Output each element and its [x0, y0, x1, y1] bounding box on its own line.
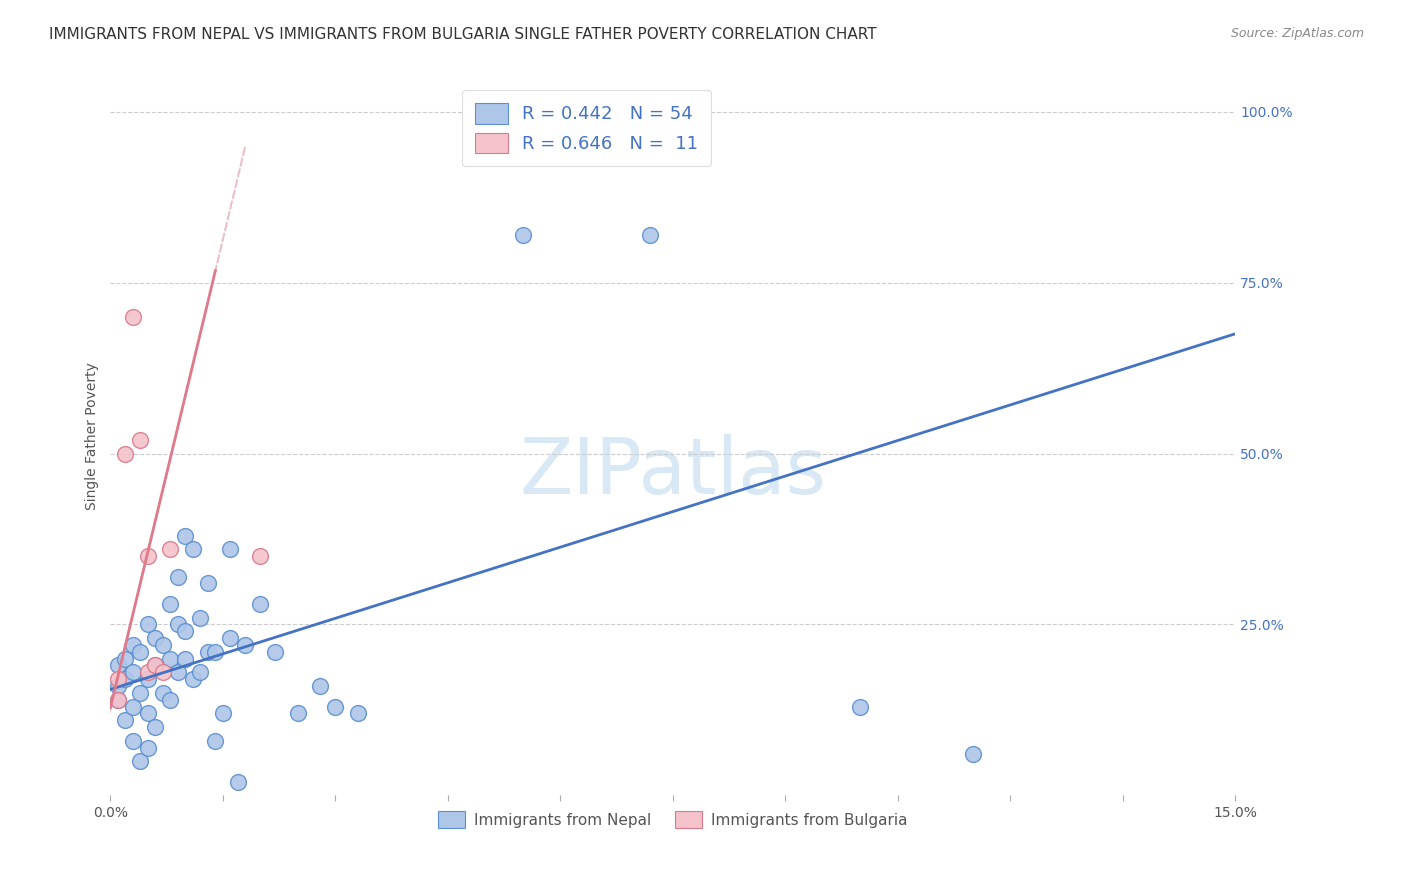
Point: [197, 576, 219, 591]
Point: [235, 638, 257, 652]
Point: [129, 686, 152, 700]
Point: [159, 597, 181, 611]
Point: [167, 617, 190, 632]
Point: [107, 658, 129, 673]
Point: [159, 651, 181, 665]
Point: [136, 740, 159, 755]
Point: [122, 733, 145, 747]
Legend: Immigrants from Nepal, Immigrants from Bulgaria: Immigrants from Nepal, Immigrants from B…: [432, 805, 914, 834]
Point: [264, 645, 287, 659]
Point: [347, 706, 370, 721]
Point: [114, 672, 136, 686]
Point: [129, 754, 152, 768]
Point: [325, 699, 347, 714]
Point: [174, 624, 197, 639]
Point: [159, 542, 181, 557]
Y-axis label: Single Father Poverty: Single Father Poverty: [86, 362, 100, 510]
Point: [219, 542, 242, 557]
Point: [249, 597, 271, 611]
Point: [287, 706, 309, 721]
Point: [174, 651, 197, 665]
Point: [152, 686, 174, 700]
Point: [190, 665, 212, 680]
Point: [136, 706, 159, 721]
Point: [204, 645, 226, 659]
Point: [174, 528, 197, 542]
Point: [512, 227, 534, 242]
Point: [136, 672, 159, 686]
Point: [114, 713, 136, 727]
Text: Source: ZipAtlas.com: Source: ZipAtlas.com: [1230, 27, 1364, 40]
Point: [962, 747, 984, 762]
Point: [145, 720, 167, 734]
Point: [136, 617, 159, 632]
Point: [849, 699, 872, 714]
Text: IMMIGRANTS FROM NEPAL VS IMMIGRANTS FROM BULGARIA SINGLE FATHER POVERTY CORRELAT: IMMIGRANTS FROM NEPAL VS IMMIGRANTS FROM…: [49, 27, 877, 42]
Point: [152, 665, 174, 680]
Point: [197, 645, 219, 659]
Point: [167, 665, 190, 680]
Point: [114, 446, 136, 460]
Point: [181, 672, 204, 686]
Point: [107, 692, 129, 706]
Point: [136, 665, 159, 680]
Point: [204, 733, 226, 747]
Point: [122, 665, 145, 680]
Point: [190, 610, 212, 624]
Point: [122, 310, 145, 324]
Point: [638, 227, 661, 242]
Point: [145, 658, 167, 673]
Point: [122, 638, 145, 652]
Point: [107, 672, 129, 686]
Point: [159, 692, 181, 706]
Point: [122, 699, 145, 714]
Point: [152, 638, 174, 652]
Point: [129, 645, 152, 659]
Point: [145, 631, 167, 645]
Point: [107, 679, 129, 693]
Point: [114, 651, 136, 665]
Point: [136, 549, 159, 563]
Point: [212, 706, 235, 721]
Point: [181, 542, 204, 557]
Point: [309, 679, 332, 693]
Text: ZIPatlas: ZIPatlas: [519, 434, 827, 510]
Point: [167, 569, 190, 583]
Point: [145, 658, 167, 673]
Point: [226, 774, 249, 789]
Point: [129, 433, 152, 447]
Point: [219, 631, 242, 645]
Point: [249, 549, 271, 563]
Point: [107, 692, 129, 706]
